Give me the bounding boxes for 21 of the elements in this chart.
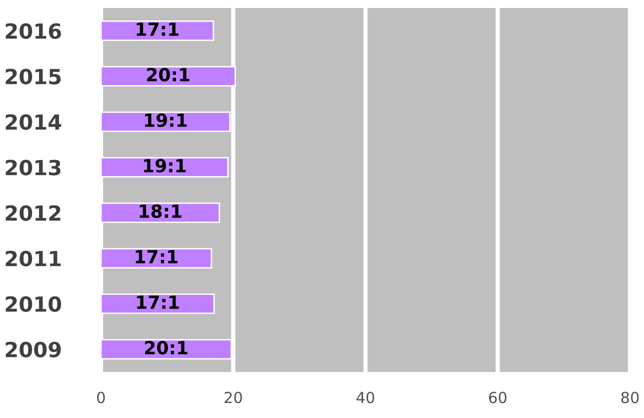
data-label: 17:1 — [137, 296, 179, 309]
data-label: 20:1 — [145, 340, 188, 354]
x-tick-label: 80 — [621, 392, 639, 404]
data-label: 20:1 — [147, 68, 190, 82]
data-label: 19:1 — [144, 158, 186, 172]
x-tick-label: 0 — [97, 392, 105, 404]
data-label: 19:1 — [145, 113, 187, 127]
y-tick-label: 2011 — [6, 250, 61, 266]
y-tick-label: 2016 — [6, 23, 61, 39]
x-tick-label: 60 — [489, 392, 506, 404]
y-tick-label: 2010 — [6, 296, 62, 312]
y-tick-label: 2014 — [6, 114, 62, 130]
x-tick-label: 40 — [356, 392, 374, 404]
y-tick-label: 2015 — [6, 68, 61, 84]
data-label: 17:1 — [136, 22, 178, 36]
x-tick-label: 20 — [224, 392, 242, 404]
y-tick-label: 2012 — [6, 205, 60, 221]
y-tick-label: 2009 — [6, 342, 61, 358]
data-label: 18:1 — [140, 204, 182, 218]
y-tick-label: 2013 — [6, 160, 60, 176]
data-label: 17:1 — [136, 250, 178, 264]
